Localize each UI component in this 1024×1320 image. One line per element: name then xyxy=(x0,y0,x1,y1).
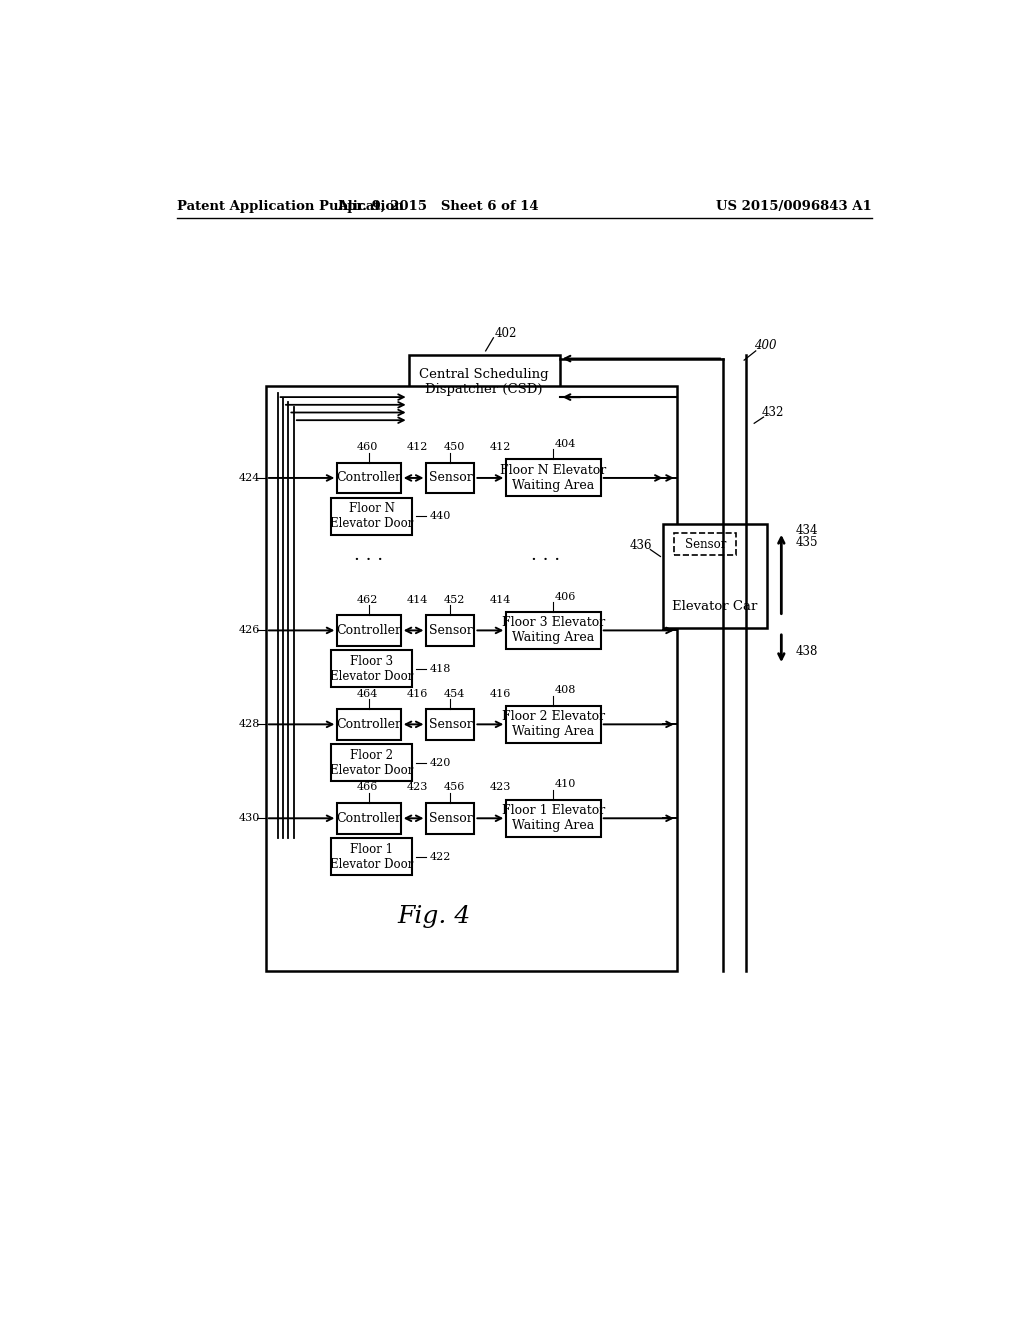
Text: Central Scheduling
Dispatcher (CSD): Central Scheduling Dispatcher (CSD) xyxy=(419,368,549,396)
Text: Floor 3 Elevator
Waiting Area: Floor 3 Elevator Waiting Area xyxy=(502,616,605,644)
Bar xyxy=(506,612,601,649)
Bar xyxy=(337,803,400,834)
Text: 414: 414 xyxy=(407,594,428,605)
Text: Floor 2
Elevator Door: Floor 2 Elevator Door xyxy=(330,748,414,777)
Text: Controller: Controller xyxy=(337,812,401,825)
Text: Floor 2 Elevator
Waiting Area: Floor 2 Elevator Waiting Area xyxy=(502,710,605,738)
Text: Controller: Controller xyxy=(337,624,401,638)
Text: Apr. 9, 2015   Sheet 6 of 14: Apr. 9, 2015 Sheet 6 of 14 xyxy=(337,199,539,213)
Text: 422: 422 xyxy=(429,851,451,862)
Text: 452: 452 xyxy=(443,594,465,605)
Text: 408: 408 xyxy=(554,685,575,696)
Text: Floor N Elevator
Waiting Area: Floor N Elevator Waiting Area xyxy=(501,463,606,492)
Text: 423: 423 xyxy=(489,783,511,792)
Text: Sensor: Sensor xyxy=(685,537,726,550)
Text: 406: 406 xyxy=(554,591,575,602)
Bar xyxy=(331,651,413,688)
Text: 416: 416 xyxy=(489,689,511,698)
Text: Controller: Controller xyxy=(337,718,401,731)
Bar xyxy=(675,533,736,554)
Bar xyxy=(506,706,601,743)
Text: Sensor: Sensor xyxy=(428,718,472,731)
Text: 412: 412 xyxy=(407,442,428,453)
Text: 464: 464 xyxy=(356,689,378,698)
Text: 426: 426 xyxy=(239,626,260,635)
Text: 438: 438 xyxy=(796,644,817,657)
Text: 424: 424 xyxy=(239,473,260,483)
Text: 462: 462 xyxy=(356,594,378,605)
Text: 428: 428 xyxy=(239,719,260,730)
Text: 414: 414 xyxy=(489,594,511,605)
Bar xyxy=(409,355,560,411)
Bar xyxy=(506,800,601,837)
Bar xyxy=(337,615,400,645)
Bar xyxy=(337,709,400,739)
Text: Sensor: Sensor xyxy=(428,812,472,825)
Text: 410: 410 xyxy=(554,779,575,789)
Text: 404: 404 xyxy=(554,440,575,449)
Bar xyxy=(266,385,677,970)
Bar xyxy=(331,838,413,875)
Bar xyxy=(426,462,474,494)
Text: Fig. 4: Fig. 4 xyxy=(397,906,471,928)
Text: 450: 450 xyxy=(443,442,465,453)
Text: Floor 1 Elevator
Waiting Area: Floor 1 Elevator Waiting Area xyxy=(502,804,605,833)
Text: 436: 436 xyxy=(630,539,652,552)
Text: Controller: Controller xyxy=(337,471,401,484)
Bar xyxy=(426,803,474,834)
Text: . . .: . . . xyxy=(354,546,384,564)
Text: Sensor: Sensor xyxy=(428,471,472,484)
Text: Patent Application Publication: Patent Application Publication xyxy=(177,199,403,213)
Bar xyxy=(426,615,474,645)
Text: 440: 440 xyxy=(429,511,451,521)
Text: 416: 416 xyxy=(407,689,428,698)
Text: 432: 432 xyxy=(762,407,784,418)
Text: Floor N
Elevator Door: Floor N Elevator Door xyxy=(330,503,414,531)
Bar xyxy=(506,459,601,496)
Text: 420: 420 xyxy=(429,758,451,768)
Text: 454: 454 xyxy=(443,689,465,698)
Text: 400: 400 xyxy=(754,339,776,352)
Text: 423: 423 xyxy=(407,783,428,792)
Text: 466: 466 xyxy=(356,783,378,792)
Text: Elevator Car: Elevator Car xyxy=(673,601,758,612)
Bar xyxy=(426,709,474,739)
Bar xyxy=(663,524,767,628)
Text: 402: 402 xyxy=(495,326,517,339)
Text: 412: 412 xyxy=(489,442,511,453)
Text: US 2015/0096843 A1: US 2015/0096843 A1 xyxy=(716,199,872,213)
Bar xyxy=(337,462,400,494)
Text: 460: 460 xyxy=(356,442,378,453)
Text: Floor 3
Elevator Door: Floor 3 Elevator Door xyxy=(330,655,414,682)
Text: 434: 434 xyxy=(796,524,818,537)
Text: Sensor: Sensor xyxy=(428,624,472,638)
Text: . . .: . . . xyxy=(531,546,560,564)
Text: 418: 418 xyxy=(429,664,451,675)
Bar xyxy=(331,744,413,781)
Text: 435: 435 xyxy=(796,536,818,549)
Text: 456: 456 xyxy=(443,783,465,792)
Text: Floor 1
Elevator Door: Floor 1 Elevator Door xyxy=(330,842,414,871)
Bar xyxy=(331,498,413,535)
Text: 430: 430 xyxy=(239,813,260,824)
